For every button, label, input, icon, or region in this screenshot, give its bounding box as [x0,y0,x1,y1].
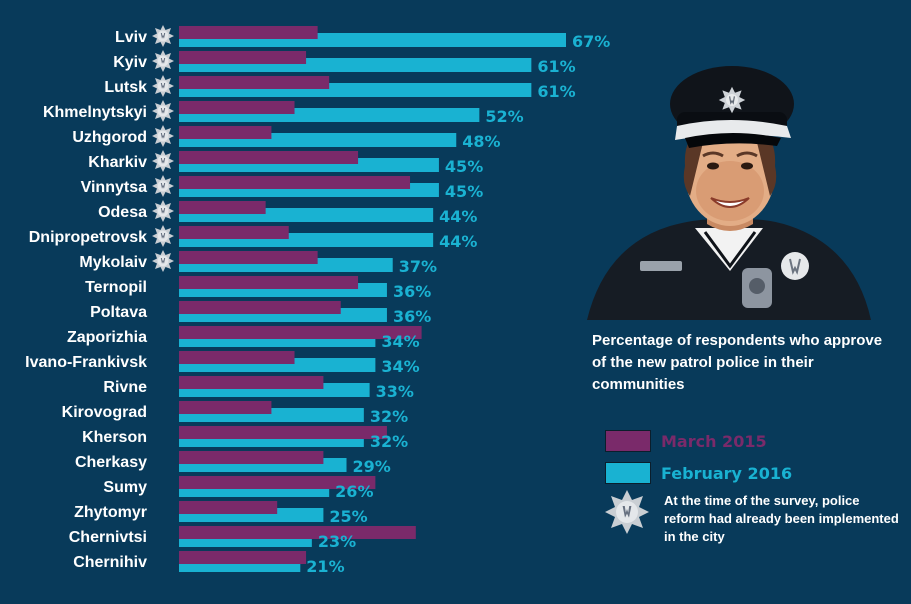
value-label: 37% [399,257,437,276]
value-label: 61% [537,82,575,101]
legend-label-february: February 2016 [661,463,793,483]
category-label: Zaporizhia [67,329,147,346]
category-label: Mykolaiv [79,254,147,271]
bar-march-2015 [179,526,416,539]
chart-caption: Percentage of respondents who approve of… [592,332,883,393]
bar-march-2015 [179,401,272,414]
category-label: Cherkasy [75,454,147,471]
category-label: Poltava [90,304,147,321]
legend-swatch-february [605,462,651,484]
police-star-badge-icon [152,100,174,122]
category-label: Rivne [103,379,147,396]
category-label: Chernihiv [73,554,147,571]
bar-march-2015 [179,176,411,189]
category-label: Ivano-Frankivsk [25,354,147,371]
value-label: 61% [537,57,575,76]
value-label: 36% [393,307,431,326]
bar-march-2015 [179,201,266,214]
value-label: 29% [353,457,391,476]
bar-march-2015 [179,451,324,464]
bar-march-2015 [179,101,295,114]
value-label: 23% [318,532,356,551]
bar-march-2015 [179,76,330,89]
category-label: Zhytomyr [74,504,147,521]
bar-march-2015 [179,426,387,439]
value-label: 48% [462,132,500,151]
police-star-badge-icon [605,490,649,534]
police-star-badge-icon [152,200,174,222]
bar-march-2015 [179,26,318,39]
bar-march-2015 [179,251,318,264]
bar-march-2015 [179,126,272,139]
value-label: 36% [393,282,431,301]
police-star-badge-icon [152,225,174,247]
value-label: 32% [370,407,408,426]
police-star-badge-icon [152,250,174,272]
bar-march-2015 [179,301,341,314]
police-star-badge-icon [152,125,174,147]
value-label: 21% [306,557,344,576]
category-label: Lutsk [104,79,147,96]
value-label: 44% [439,207,477,226]
category-label: Lviv [115,29,147,46]
category-label: Odesa [98,204,147,221]
value-label: 32% [370,432,408,451]
category-label: Chernivtsi [69,529,147,546]
value-label: 67% [572,32,610,51]
category-label: Uzhgorod [72,129,147,146]
bar-march-2015 [179,551,307,564]
bar-march-2015 [179,276,359,289]
value-label: 33% [376,382,414,401]
value-label: 34% [381,357,419,376]
value-label: 26% [335,482,373,501]
legend-item-february: February 2016 [605,462,792,484]
category-label: Dnipropetrovsk [29,229,147,246]
police-star-badge-icon [152,150,174,172]
bar-march-2015 [179,351,295,364]
category-label: Ternopil [85,279,147,296]
police-star-badge-icon [152,175,174,197]
value-label: 45% [445,157,483,176]
bar-march-2015 [179,501,278,514]
bar-march-2015 [179,476,376,489]
category-label: Khmelnytskyi [43,104,147,121]
category-label: Kharkiv [88,154,147,171]
category-label: Sumy [103,479,147,496]
police-officer-icon [587,66,871,320]
legend-item-march: March 2015 [605,430,767,452]
category-label: Kirovograd [62,404,147,421]
bar-march-2015 [179,326,422,339]
bar-march-2015 [179,376,324,389]
category-label: Vinnytsa [81,179,148,196]
value-label: 45% [445,182,483,201]
bar-march-2015 [179,226,289,239]
value-label: 25% [329,507,367,526]
legend-swatch-march [605,430,651,452]
value-label: 34% [381,332,419,351]
legend-badge-note: At the time of the survey, police reform… [664,493,899,544]
police-star-badge-icon [152,75,174,97]
bar-march-2015 [179,51,307,64]
value-label: 44% [439,232,477,251]
police-star-badge-icon [152,25,174,47]
legend-label-march: March 2015 [661,431,767,451]
category-label: Kherson [82,429,147,446]
bar-march-2015 [179,151,359,164]
category-label: Kyiv [113,54,147,71]
value-label: 52% [485,107,523,126]
police-star-badge-icon [152,50,174,72]
